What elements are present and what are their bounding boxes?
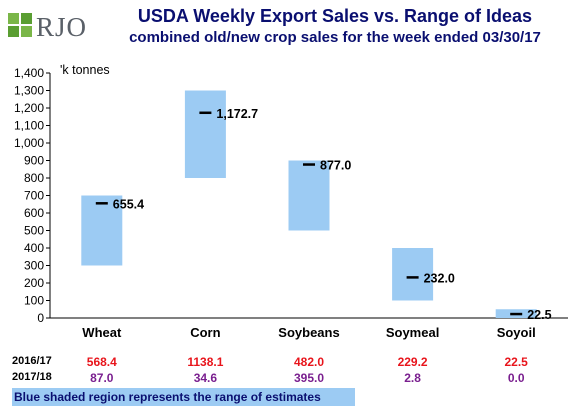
table-cell: 482.0 [293, 355, 325, 369]
range-bar-soybeans [288, 160, 330, 231]
table-row-label: 2016/17 [12, 355, 52, 367]
chart-plot: 'k tonnes 0 100 200 300 400 500 600 700 800 900 1,… [14, 63, 568, 340]
y-tick-label: 1,100 [14, 119, 44, 133]
y-tick-label: 900 [24, 154, 44, 168]
y-tick-label: 0 [37, 311, 44, 325]
table-cell: 87.0 [90, 371, 114, 385]
actual-value-label: 232.0 [424, 271, 455, 285]
y-tick-label: 1,000 [14, 136, 44, 150]
range-bar-corn [184, 90, 226, 178]
y-tick-label: 300 [24, 259, 44, 273]
table-cell: 1138.1 [187, 355, 224, 369]
y-tick-label: 1,200 [14, 101, 44, 115]
category-label: Soyoil [497, 325, 536, 340]
category-label: Wheat [82, 325, 122, 340]
y-tick-label: 100 [24, 294, 44, 308]
rjo-logo: RJO [6, 8, 100, 42]
y-tick-label: 500 [24, 224, 44, 238]
y-tick-label: 200 [24, 276, 44, 290]
y-tick-label: 400 [24, 241, 44, 255]
table-cell: 395.0 [293, 371, 325, 385]
y-tick-label: 600 [24, 206, 44, 220]
table-cell: 22.5 [504, 355, 528, 369]
range-bar-soymeal [392, 248, 434, 301]
actual-value-label: 655.4 [113, 197, 144, 211]
category-label: Corn [190, 325, 220, 340]
y-tick-label: 800 [24, 171, 44, 185]
table-cell: 568.4 [86, 355, 117, 369]
table-row-label: 2017/18 [12, 371, 52, 383]
actual-value-label: 22.5 [527, 308, 551, 322]
footnote: Blue shaded region represents the range … [12, 388, 355, 406]
chart-subtitle: combined old/new crop sales for the week… [129, 29, 541, 46]
range-bar-wheat [81, 195, 123, 266]
chart-title: USDA Weekly Export Sales vs. Range of Id… [137, 6, 533, 26]
actual-value-label: 1,172.7 [216, 107, 258, 121]
table-cell: 34.6 [193, 371, 218, 385]
y-tick-label: 1,300 [14, 84, 44, 98]
table-cell: 0.0 [507, 371, 525, 385]
y-axis-unit-label: 'k tonnes [60, 63, 110, 77]
actual-value-label: 877.0 [320, 159, 351, 173]
category-label: Soybeans [278, 325, 339, 340]
y-tick-label: 700 [24, 189, 44, 203]
category-label: Soymeal [386, 325, 439, 340]
table-cell: 2.8 [404, 371, 421, 385]
table-cell: 229.2 [397, 355, 428, 369]
logo-text: RJO [36, 12, 87, 42]
y-tick-label: 1,400 [14, 66, 44, 80]
